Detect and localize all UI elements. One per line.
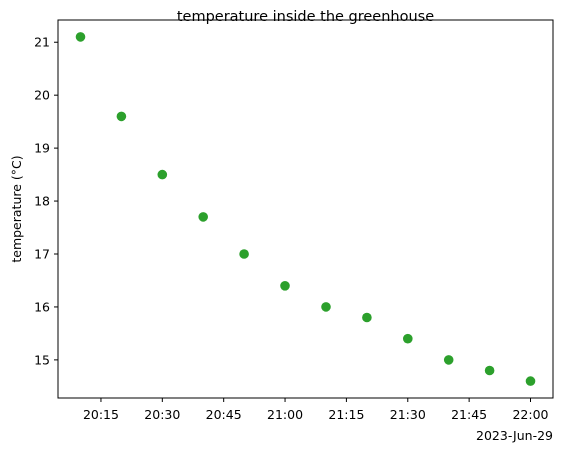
data-point xyxy=(239,249,249,259)
data-point xyxy=(75,32,86,42)
data-point xyxy=(116,111,127,122)
data-point xyxy=(443,355,454,365)
data-points-group xyxy=(75,32,536,386)
y-tick-label: 17 xyxy=(34,247,50,262)
x-tick-label: 21:15 xyxy=(328,407,364,422)
y-tick-label: 19 xyxy=(34,141,50,156)
data-point xyxy=(280,281,290,291)
data-point xyxy=(362,312,372,323)
x-tick-label: 20:30 xyxy=(144,407,180,422)
x-axis-ticks: 20:15 20:30 20:45 21:00 21:15 21:30 21:45 22:00 xyxy=(83,398,549,422)
y-tick-label: 21 xyxy=(34,35,50,50)
x-tick-label: 21:00 xyxy=(267,407,303,422)
x-tick-label: 21:45 xyxy=(451,407,487,422)
y-axis-label: temperature (°C) xyxy=(9,155,24,262)
x-tick-label: 20:15 xyxy=(83,407,119,422)
y-axis-ticks: 15 16 17 18 19 20 21 xyxy=(34,35,58,367)
data-point xyxy=(157,169,168,180)
y-tick-label: 18 xyxy=(34,194,50,209)
x-tick-label: 21:30 xyxy=(390,407,426,422)
plot-background xyxy=(58,20,553,398)
x-tick-label: 22:00 xyxy=(512,407,548,422)
plot-frame xyxy=(57,19,554,399)
data-point xyxy=(484,365,495,376)
y-tick-label: 15 xyxy=(34,352,50,367)
date-offset-label: 2023-Jun-29 xyxy=(476,428,553,443)
y-tick-label: 16 xyxy=(34,299,50,314)
data-point xyxy=(525,376,536,386)
chart-title: temperature inside the greenhouse xyxy=(177,9,434,25)
data-point xyxy=(321,302,331,312)
data-point xyxy=(198,212,208,222)
y-tick-label: 20 xyxy=(34,88,50,103)
data-point xyxy=(403,333,413,344)
x-tick-label: 20:45 xyxy=(206,407,242,422)
